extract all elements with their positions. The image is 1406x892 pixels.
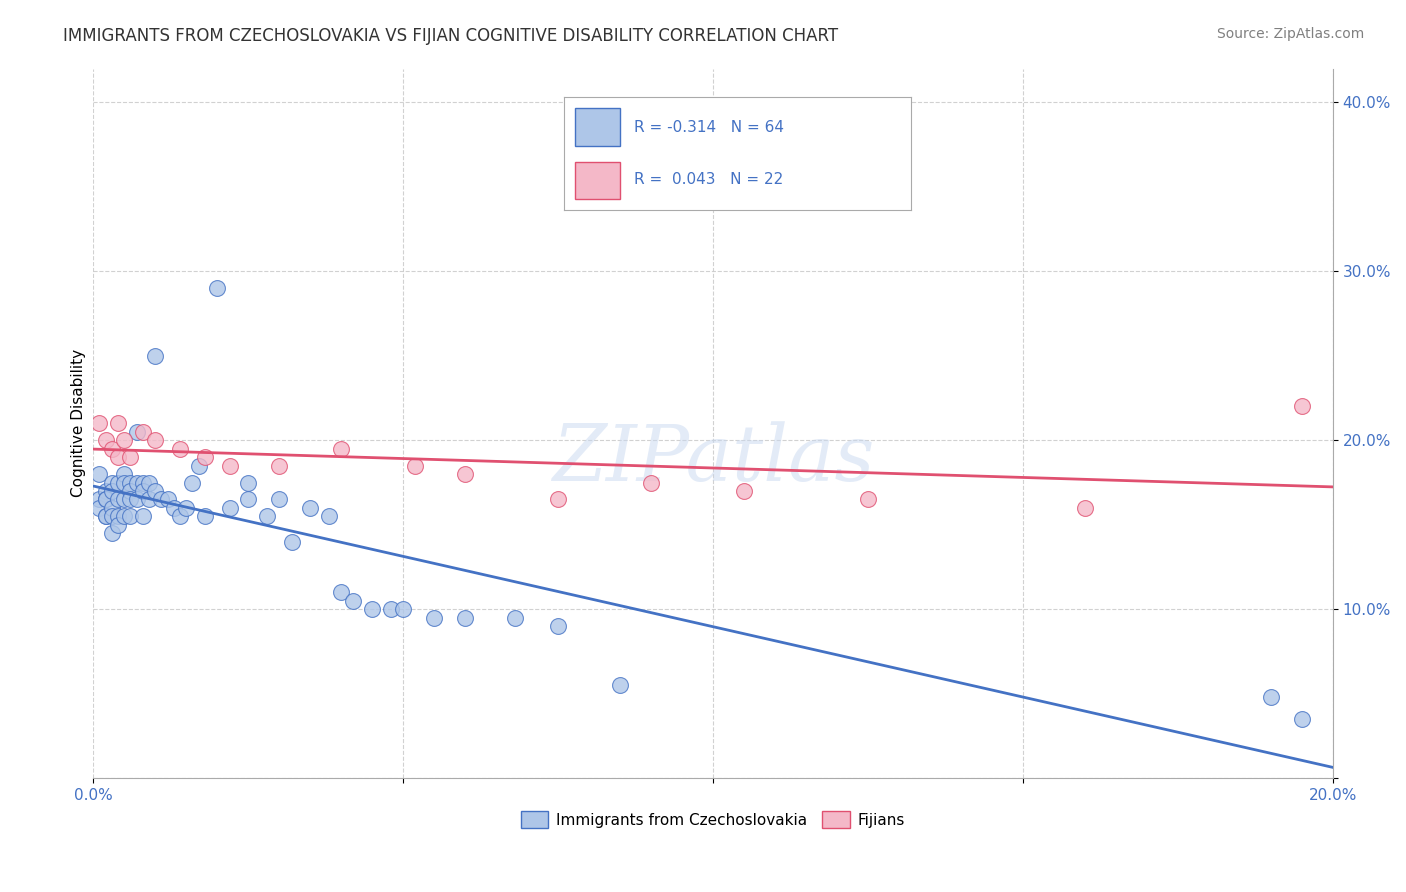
Point	[112, 509, 135, 524]
Point	[150, 492, 173, 507]
Point	[107, 492, 129, 507]
Point	[454, 610, 477, 624]
Point	[101, 500, 124, 515]
Point	[205, 281, 228, 295]
Point	[89, 467, 111, 481]
Point	[143, 434, 166, 448]
Point	[89, 500, 111, 515]
Point	[454, 467, 477, 481]
Text: Source: ZipAtlas.com: Source: ZipAtlas.com	[1216, 27, 1364, 41]
Text: IMMIGRANTS FROM CZECHOSLOVAKIA VS FIJIAN COGNITIVE DISABILITY CORRELATION CHART: IMMIGRANTS FROM CZECHOSLOVAKIA VS FIJIAN…	[63, 27, 838, 45]
Point	[120, 492, 142, 507]
Point	[405, 458, 427, 473]
Point	[132, 475, 155, 490]
Y-axis label: Cognitive Disability: Cognitive Disability	[72, 350, 86, 498]
Point	[856, 492, 879, 507]
Point	[218, 500, 240, 515]
Point	[269, 458, 291, 473]
Point	[269, 492, 291, 507]
Point	[169, 442, 191, 456]
Point	[318, 509, 340, 524]
Point	[112, 492, 135, 507]
Point	[392, 602, 415, 616]
Point	[120, 450, 142, 465]
Point	[120, 475, 142, 490]
Point	[236, 492, 259, 507]
Point	[156, 492, 179, 507]
Point	[1291, 712, 1313, 726]
Point	[89, 492, 111, 507]
Point	[733, 483, 755, 498]
Point	[94, 509, 117, 524]
Point	[256, 509, 278, 524]
Point	[174, 500, 197, 515]
Point	[107, 417, 129, 431]
Point	[101, 475, 124, 490]
Text: ZIPatlas: ZIPatlas	[551, 421, 875, 497]
Point	[330, 585, 353, 599]
Point	[330, 442, 353, 456]
Point	[101, 526, 124, 541]
Point	[169, 509, 191, 524]
Point	[132, 425, 155, 439]
Point	[107, 517, 129, 532]
Point	[1074, 500, 1097, 515]
Point	[94, 492, 117, 507]
Point	[503, 610, 526, 624]
Point	[101, 509, 124, 524]
Point	[609, 678, 631, 692]
Point	[107, 450, 129, 465]
Point	[361, 602, 384, 616]
Point	[132, 483, 155, 498]
Point	[1291, 400, 1313, 414]
Point	[125, 492, 148, 507]
Point	[194, 450, 217, 465]
Point	[299, 500, 322, 515]
Point	[380, 602, 402, 616]
Point	[280, 534, 302, 549]
Point	[163, 500, 186, 515]
Point	[120, 509, 142, 524]
Point	[101, 483, 124, 498]
Point	[132, 509, 155, 524]
Point	[89, 417, 111, 431]
Point	[120, 483, 142, 498]
Point	[181, 475, 204, 490]
Point	[143, 349, 166, 363]
Point	[423, 610, 446, 624]
Point	[107, 509, 129, 524]
Point	[112, 467, 135, 481]
Point	[125, 475, 148, 490]
Point	[1260, 690, 1282, 705]
Point	[125, 425, 148, 439]
Point	[94, 483, 117, 498]
Point	[112, 434, 135, 448]
Point	[101, 442, 124, 456]
Point	[107, 475, 129, 490]
Point	[342, 594, 364, 608]
Point	[187, 458, 209, 473]
Point	[138, 492, 160, 507]
Point	[547, 619, 569, 633]
Point	[143, 483, 166, 498]
Point	[640, 475, 662, 490]
Point	[236, 475, 259, 490]
Point	[194, 509, 217, 524]
Legend: Immigrants from Czechoslovakia, Fijians: Immigrants from Czechoslovakia, Fijians	[515, 805, 911, 834]
Point	[94, 434, 117, 448]
Point	[112, 475, 135, 490]
Point	[94, 492, 117, 507]
Point	[94, 509, 117, 524]
Point	[138, 475, 160, 490]
Point	[218, 458, 240, 473]
Point	[547, 492, 569, 507]
